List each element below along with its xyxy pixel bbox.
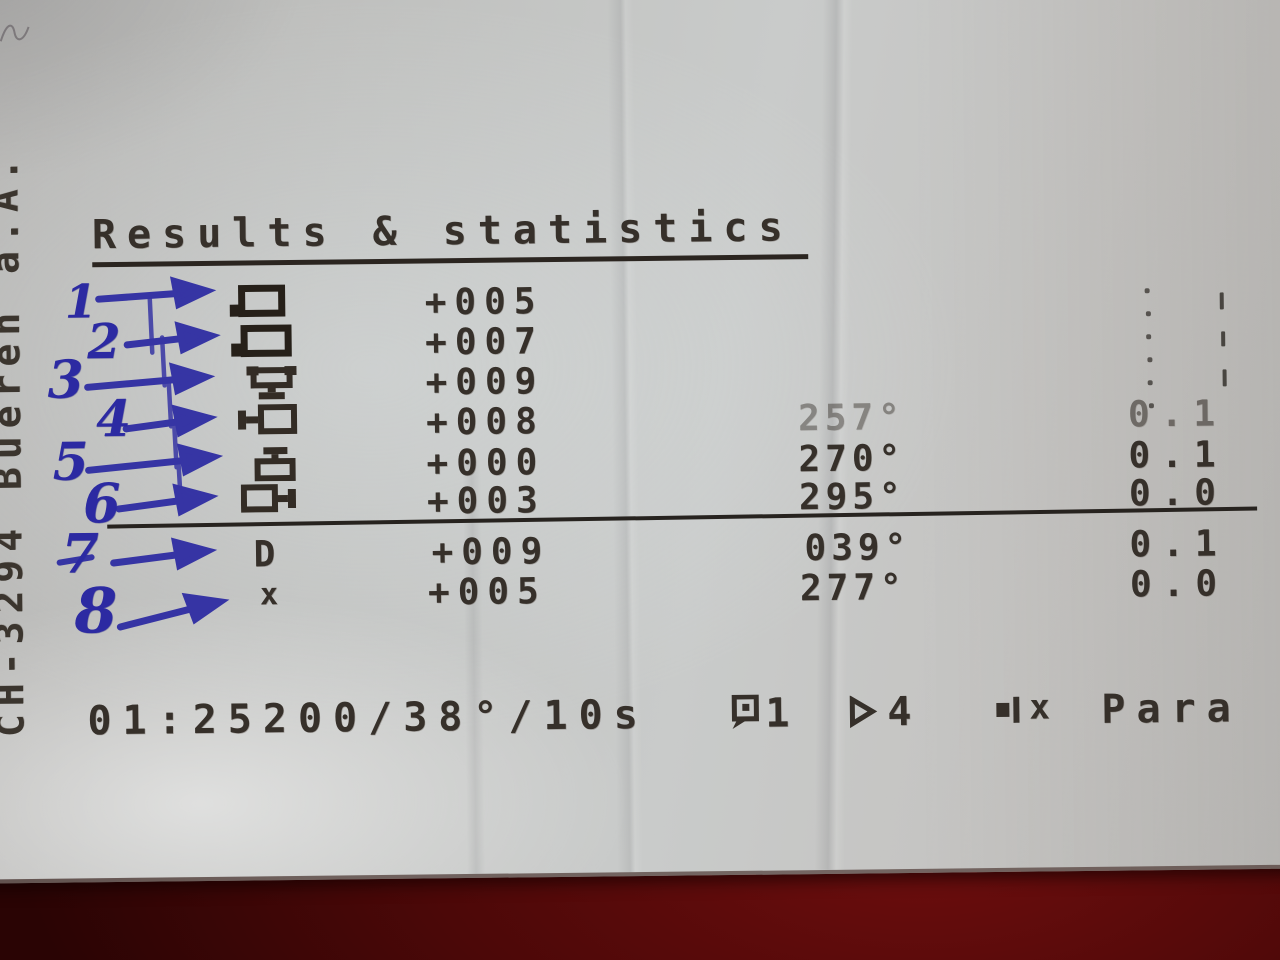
monitor-stand-top-icon — [250, 445, 301, 491]
handwritten-number-3: 3 — [47, 349, 85, 411]
status-count: 4 — [887, 688, 923, 736]
handwritten-number-2: 2 — [86, 313, 121, 371]
faded-print-dot — [1147, 380, 1153, 386]
status-para-label: Para — [1101, 685, 1242, 733]
faded-print-dash — [1222, 369, 1227, 387]
row-stat: 0.1 — [1127, 393, 1227, 436]
row-stat: 0.1 — [1129, 523, 1228, 566]
status-count: 1 — [765, 690, 801, 737]
page-title: Results & statistics — [91, 204, 808, 268]
table-row: +009 — [0, 353, 1280, 410]
handwritten-number-8: 8 — [73, 573, 118, 648]
row-angle: 277° — [799, 567, 907, 610]
table-row: +003 295° 0.0 — [1, 472, 1280, 529]
row-value: +003 — [426, 480, 546, 523]
handwritten-number-7: 7 — [61, 521, 100, 586]
row-symbol: x — [259, 577, 287, 613]
table-row: +000 270° 0.1 — [0, 434, 1280, 491]
monitor-stand-bottom-icon — [243, 364, 300, 412]
row-angle: 039° — [804, 526, 912, 570]
row-value: +007 — [424, 321, 545, 364]
row-value: +009 — [425, 361, 545, 404]
monitor-tab-left-icon — [227, 324, 298, 370]
paper-sheet: CH-3294 Bueren a.A. Results & statistics… — [0, 0, 1280, 884]
faded-print-dot — [1145, 311, 1151, 317]
session-info: 01:25200/38°/10s — [87, 691, 649, 745]
faded-print-dot — [1147, 357, 1153, 363]
row-value: +000 — [426, 442, 546, 485]
faded-print-dot — [1144, 288, 1150, 294]
monitor-tab-left-icon — [227, 284, 294, 330]
triangle-right-icon — [847, 693, 878, 739]
row-stat: 0.1 — [1128, 434, 1227, 477]
status-count: x — [1029, 687, 1062, 728]
table-row: +007 — [0, 313, 1279, 370]
row-symbol: D — [253, 534, 284, 576]
pencil-squiggle — [0, 24, 30, 42]
faded-print-dot — [1146, 334, 1152, 340]
faded-print-dash — [1219, 292, 1224, 310]
monitor-stand-right-icon — [240, 483, 305, 525]
row-value: +005 — [427, 571, 547, 614]
table-row: +008 257° 0.1 — [0, 393, 1280, 450]
faded-print-dash — [1221, 331, 1226, 347]
row-value: +009 — [431, 531, 551, 574]
row-value: +005 — [424, 281, 544, 324]
row-angle: 270° — [798, 438, 906, 481]
status-bar: 01:25200/38°/10s 1 4 x Para — [3, 685, 1280, 746]
table-row: +005 — [0, 273, 1279, 330]
row-value: +008 — [425, 401, 546, 444]
faded-print-dot — [1148, 403, 1154, 409]
handwritten-number-4: 4 — [95, 388, 132, 449]
monitor-stand-left-icon — [236, 403, 304, 446]
row-angle: 257° — [797, 397, 905, 440]
row-stat: 0.0 — [1129, 563, 1229, 606]
display-icon — [729, 694, 764, 741]
square-with-bar-icon — [993, 692, 1026, 738]
